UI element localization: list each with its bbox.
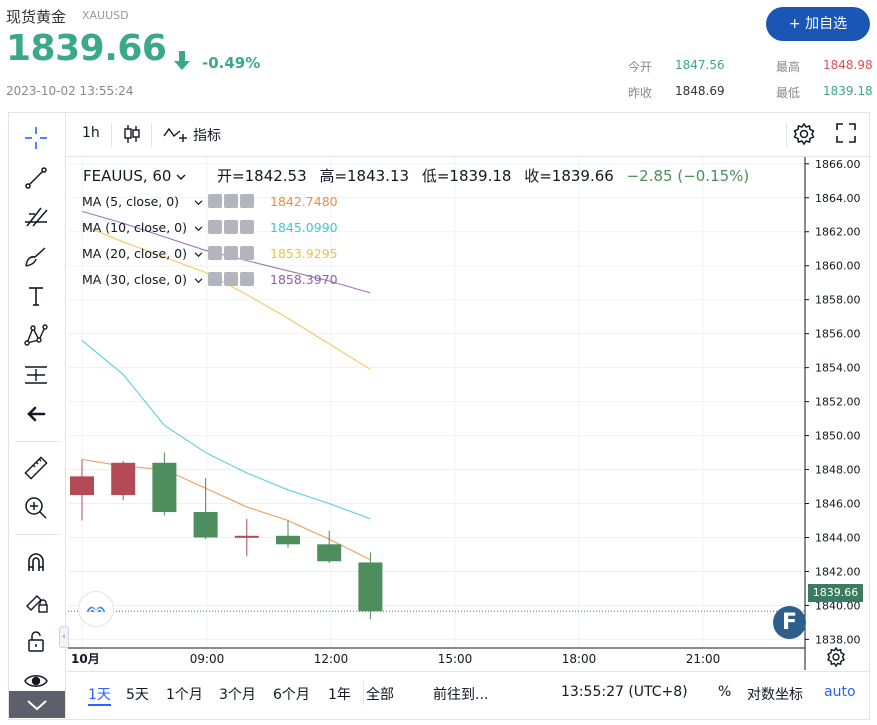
ma-controls: [208, 194, 256, 209]
toolbar-divider: [111, 123, 112, 147]
settings-icon[interactable]: [224, 246, 238, 260]
range-4[interactable]: 6个月: [273, 687, 310, 703]
back-arrow-icon[interactable]: [21, 399, 51, 429]
zoom-in-icon[interactable]: [21, 493, 51, 523]
text-tool-icon[interactable]: [21, 281, 51, 311]
fullscreen-icon[interactable]: [835, 122, 857, 148]
range-6[interactable]: 全部: [366, 687, 394, 703]
broker-logo-icon[interactable]: [78, 591, 114, 627]
add-watchlist-button[interactable]: + 加自选: [766, 7, 870, 41]
chevron-down-icon: [27, 700, 47, 711]
drawing-toolbar: [9, 113, 66, 718]
current-price: 1839.66: [6, 28, 167, 69]
chart-top-toolbar: 1h 指标: [67, 113, 869, 157]
instrument-name: 现货黄金: [6, 8, 67, 26]
ma-value: 1842.7480: [270, 194, 338, 209]
visibility-eye-icon[interactable]: [208, 194, 222, 208]
lock-drawing-icon[interactable]: [21, 586, 51, 616]
f-badge-icon[interactable]: F: [773, 606, 806, 639]
chevron-down-icon: [176, 174, 186, 180]
high-value: 1848.98: [823, 58, 873, 72]
close-icon[interactable]: [240, 194, 254, 208]
chevron-down-icon: [194, 226, 203, 232]
legend-symbol[interactable]: FEAUUS, 60: [83, 167, 172, 185]
ruler-icon[interactable]: [21, 453, 51, 483]
close-icon[interactable]: [240, 272, 254, 286]
quote-datetime: 2023-10-02 13:55:24: [6, 84, 134, 98]
settings-icon[interactable]: [224, 194, 238, 208]
visibility-eye-icon[interactable]: [208, 220, 222, 234]
eye-icon[interactable]: [21, 666, 51, 696]
toolbar-divider: [151, 123, 152, 147]
ma-value: 1845.0990: [270, 220, 338, 235]
change-percent: -0.49%: [202, 54, 261, 72]
instrument-code: XAUUSD: [82, 9, 129, 22]
interval-selector[interactable]: 1h: [82, 125, 100, 141]
visibility-eye-icon[interactable]: [208, 246, 222, 260]
ma-label[interactable]: MA (10, close, 0): [82, 220, 188, 235]
ma-label[interactable]: MA (30, close, 0): [82, 272, 188, 287]
range-1[interactable]: 5天: [126, 687, 149, 703]
log-scale-toggle[interactable]: 对数坐标: [747, 687, 803, 703]
range-0[interactable]: 1天: [88, 684, 111, 706]
prev-close-label: 昨收: [628, 86, 653, 100]
chevron-down-icon: [194, 252, 203, 258]
unlock-icon[interactable]: [21, 626, 51, 656]
close-icon[interactable]: [240, 246, 254, 260]
visibility-eye-icon[interactable]: [208, 272, 222, 286]
legend-change: −2.85 (−0.15%): [626, 167, 750, 185]
high-label: 最高: [776, 60, 801, 74]
toolbar-divider: [15, 534, 59, 535]
pattern-icon[interactable]: [21, 320, 51, 350]
chevron-down-icon: [194, 278, 203, 284]
legend-close: 收=1839.66: [524, 167, 614, 185]
down-arrow-icon: [174, 51, 190, 70]
goto-date-button[interactable]: 前往到...: [433, 687, 489, 703]
prev-close-value: 1848.69: [675, 84, 725, 98]
low-label: 最低: [776, 86, 801, 100]
trend-line-icon[interactable]: [21, 163, 51, 193]
toolbar-divider: [363, 681, 364, 705]
toolbar-divider: [786, 123, 787, 147]
axis-settings-icon[interactable]: [825, 646, 847, 668]
magnet-icon[interactable]: [21, 547, 51, 577]
settings-icon[interactable]: [224, 220, 238, 234]
ma-controls: [208, 220, 256, 235]
open-value: 1847.56: [675, 58, 725, 72]
settings-icon[interactable]: [224, 272, 238, 286]
legend-row: FEAUUS, 60 开=1842.53 高=1843.13 低=1839.18…: [83, 165, 749, 186]
indicators-button[interactable]: 指标: [193, 128, 221, 144]
last-price-tag: 1839.66: [808, 584, 863, 602]
brush-icon[interactable]: [21, 241, 51, 271]
ma-value: 1853.9295: [270, 246, 338, 261]
range-3[interactable]: 3个月: [219, 687, 256, 703]
crosshair-icon[interactable]: [21, 123, 51, 153]
percent-toggle[interactable]: %: [718, 684, 732, 700]
legend-low: 低=1839.18: [421, 167, 512, 185]
range-2[interactable]: 1个月: [166, 687, 203, 703]
clock-timezone[interactable]: 13:55:27 (UTC+8): [561, 684, 688, 700]
indicators-icon[interactable]: [163, 124, 189, 148]
open-label: 今开: [628, 60, 653, 74]
low-value: 1839.18: [823, 84, 873, 98]
measure-range-icon[interactable]: [21, 360, 51, 390]
ma-controls: [208, 246, 256, 261]
toolbar-divider: [15, 441, 59, 442]
time-range-bar: 1天 5天 1个月 3个月 6个月 1年 全部 前往到... 13:55:27 (UTC+8…: [67, 671, 869, 718]
ma-controls: [208, 272, 256, 287]
ma-value: 1858.3970: [270, 272, 338, 287]
ma-label[interactable]: MA (20, close, 0): [82, 246, 188, 261]
collapse-toolbar-button[interactable]: ‹: [59, 626, 69, 648]
auto-scale-toggle[interactable]: auto: [824, 684, 856, 700]
settings-gear-icon[interactable]: [792, 122, 816, 150]
ma-label[interactable]: MA (5, close, 0): [82, 194, 180, 209]
candle-style-icon[interactable]: [122, 123, 142, 149]
range-5[interactable]: 1年: [328, 687, 351, 703]
chevron-down-icon: [194, 200, 203, 206]
toolbar-scroll-down-button[interactable]: [9, 691, 65, 718]
legend-open: 开=1842.53: [217, 167, 307, 185]
fib-lines-icon[interactable]: [21, 202, 51, 232]
legend-high: 高=1843.13: [319, 167, 410, 185]
close-icon[interactable]: [240, 220, 254, 234]
